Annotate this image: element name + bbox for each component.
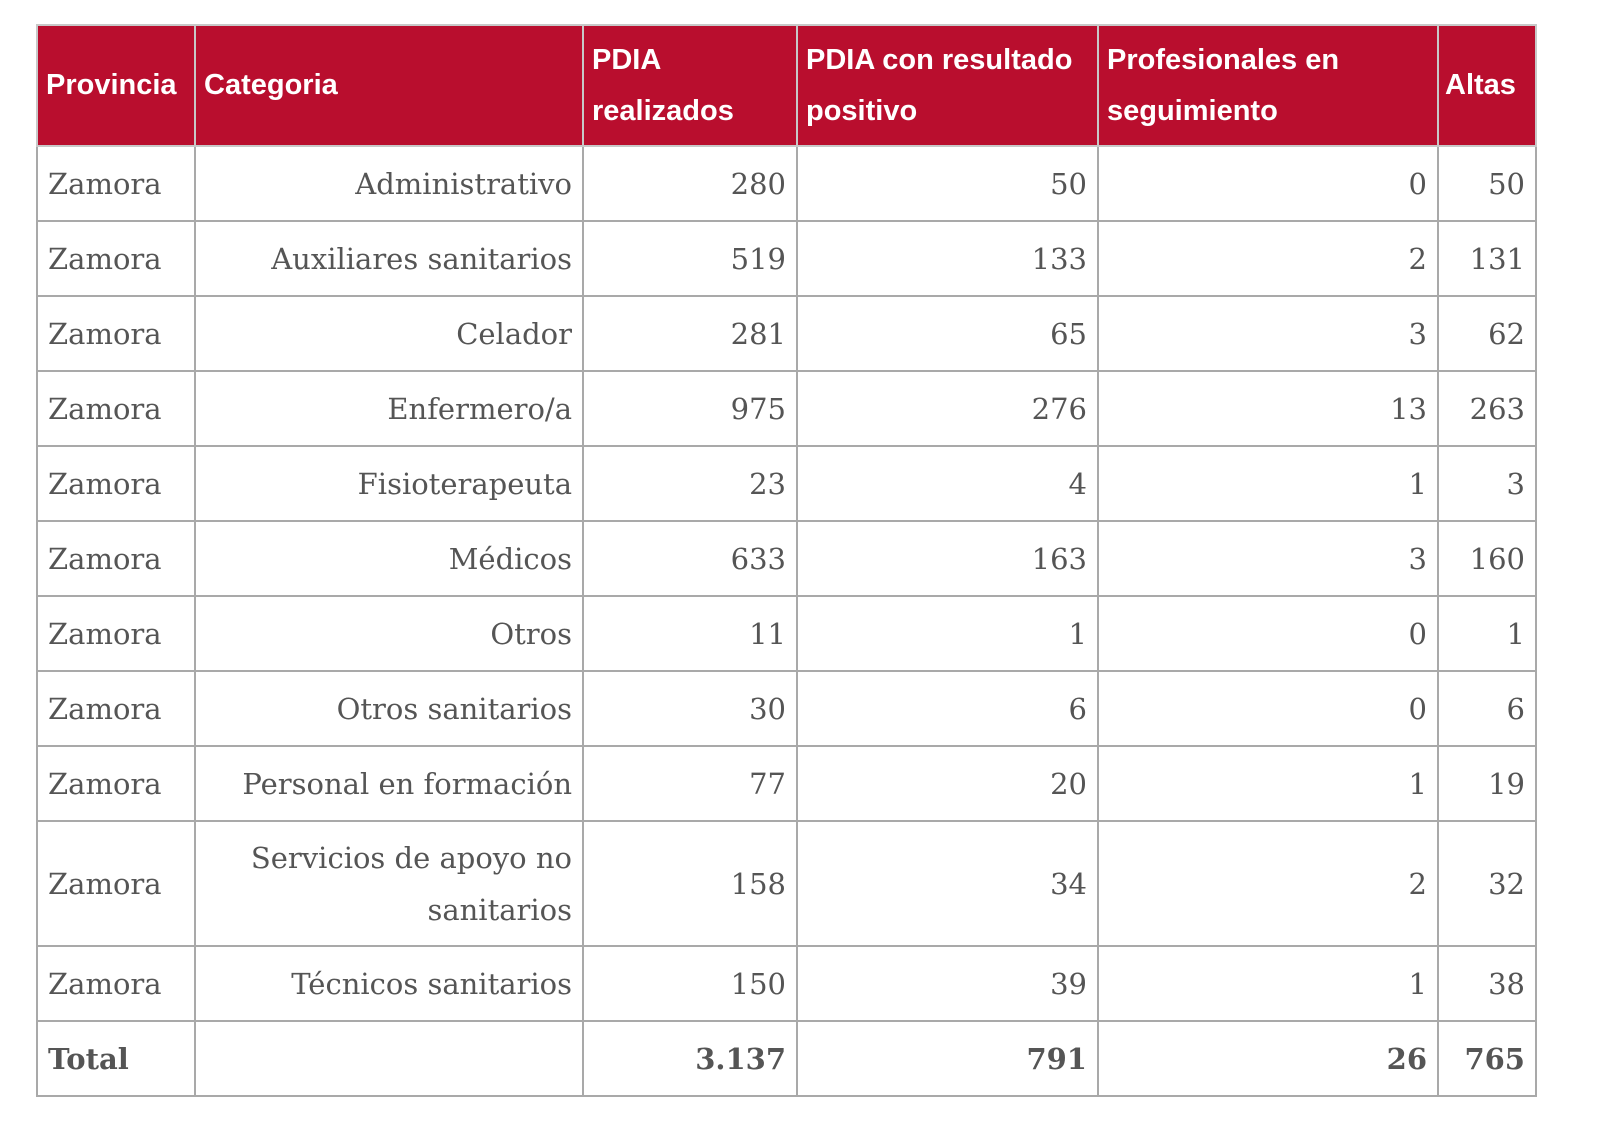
cell-pdia-realizados: 281	[582, 295, 798, 372]
table-row: Zamora Enfermero/a 975 276 13 263	[36, 370, 1537, 447]
cell-pdia-positivo: 276	[796, 370, 1099, 447]
cell-profesionales-seguimiento: 2	[1097, 820, 1439, 947]
column-header-provincia: Provincia	[36, 24, 196, 147]
cell-pdia-positivo: 1	[796, 595, 1099, 672]
table-row: Zamora Otros 11 1 0 1	[36, 595, 1537, 672]
cell-altas: 765	[1437, 1020, 1537, 1097]
cell-altas: 6	[1437, 670, 1537, 747]
cell-categoria: Fisioterapeuta	[194, 445, 584, 522]
cell-profesionales-seguimiento: 26	[1097, 1020, 1439, 1097]
cell-profesionales-seguimiento: 1	[1097, 445, 1439, 522]
cell-altas: 131	[1437, 220, 1537, 297]
cell-provincia: Zamora	[36, 145, 196, 222]
cell-categoria: Celador	[194, 295, 584, 372]
cell-categoria: Otros sanitarios	[194, 670, 584, 747]
cell-pdia-positivo: 4	[796, 445, 1099, 522]
cell-profesionales-seguimiento: 2	[1097, 220, 1439, 297]
table-row: Zamora Médicos 633 163 3 160	[36, 520, 1537, 597]
table-row: Zamora Fisioterapeuta 23 4 1 3	[36, 445, 1537, 522]
cell-altas: 50	[1437, 145, 1537, 222]
cell-altas: 1	[1437, 595, 1537, 672]
cell-provincia: Zamora	[36, 745, 196, 822]
cell-categoria	[194, 1020, 584, 1097]
cell-categoria: Personal en formación	[194, 745, 584, 822]
cell-pdia-positivo: 65	[796, 295, 1099, 372]
cell-provincia: Zamora	[36, 220, 196, 297]
data-table: Provincia Categoria PDIA realizados PDIA co…	[36, 24, 1537, 1097]
cell-pdia-positivo: 6	[796, 670, 1099, 747]
cell-altas: 263	[1437, 370, 1537, 447]
column-header-pdia-realizados: PDIA realizados	[582, 24, 798, 147]
column-header-altas: Altas	[1437, 24, 1537, 147]
cell-profesionales-seguimiento: 0	[1097, 595, 1439, 672]
cell-pdia-realizados: 77	[582, 745, 798, 822]
cell-altas: 32	[1437, 820, 1537, 947]
cell-pdia-positivo: 791	[796, 1020, 1099, 1097]
table-row: Zamora Auxiliares sanitarios 519 133 2 131	[36, 220, 1537, 297]
cell-pdia-realizados: 150	[582, 945, 798, 1022]
cell-categoria: Técnicos sanitarios	[194, 945, 584, 1022]
cell-categoria: Administrativo	[194, 145, 584, 222]
cell-pdia-positivo: 50	[796, 145, 1099, 222]
cell-altas: 160	[1437, 520, 1537, 597]
cell-profesionales-seguimiento: 0	[1097, 670, 1439, 747]
cell-pdia-realizados: 280	[582, 145, 798, 222]
table-row: Zamora Servicios de apoyo no sanitarios 15…	[36, 820, 1537, 947]
cell-profesionales-seguimiento: 0	[1097, 145, 1439, 222]
cell-altas: 38	[1437, 945, 1537, 1022]
cell-profesionales-seguimiento: 13	[1097, 370, 1439, 447]
cell-provincia: Zamora	[36, 370, 196, 447]
total-row: Total 3.137 791 26 765	[36, 1020, 1537, 1097]
cell-profesionales-seguimiento: 3	[1097, 295, 1439, 372]
table-row: Zamora Celador 281 65 3 62	[36, 295, 1537, 372]
cell-provincia: Zamora	[36, 820, 196, 947]
table-row: Zamora Técnicos sanitarios 150 39 1 38	[36, 945, 1537, 1022]
header-row: Provincia Categoria PDIA realizados PDIA co…	[36, 24, 1537, 147]
cell-categoria: Enfermero/a	[194, 370, 584, 447]
cell-pdia-realizados: 3.137	[582, 1020, 798, 1097]
cell-pdia-realizados: 11	[582, 595, 798, 672]
cell-categoria: Médicos	[194, 520, 584, 597]
cell-provincia: Zamora	[36, 295, 196, 372]
cell-pdia-positivo: 34	[796, 820, 1099, 947]
cell-pdia-realizados: 30	[582, 670, 798, 747]
cell-provincia: Total	[36, 1020, 196, 1097]
cell-profesionales-seguimiento: 3	[1097, 520, 1439, 597]
cell-altas: 19	[1437, 745, 1537, 822]
column-header-pdia-positivo: PDIA con resultado positivo	[796, 24, 1099, 147]
cell-categoria: Servicios de apoyo no sanitarios	[194, 820, 584, 947]
cell-altas: 62	[1437, 295, 1537, 372]
cell-pdia-positivo: 163	[796, 520, 1099, 597]
cell-pdia-realizados: 633	[582, 520, 798, 597]
cell-categoria: Auxiliares sanitarios	[194, 220, 584, 297]
cell-provincia: Zamora	[36, 445, 196, 522]
cell-categoria: Otros	[194, 595, 584, 672]
cell-altas: 3	[1437, 445, 1537, 522]
column-header-profesionales-seguimiento: Profesionales en seguimiento	[1097, 24, 1439, 147]
table-row: Zamora Otros sanitarios 30 6 0 6	[36, 670, 1537, 747]
cell-profesionales-seguimiento: 1	[1097, 945, 1439, 1022]
cell-pdia-positivo: 39	[796, 945, 1099, 1022]
cell-pdia-realizados: 975	[582, 370, 798, 447]
cell-provincia: Zamora	[36, 945, 196, 1022]
table-row: Zamora Personal en formación 77 20 1 19	[36, 745, 1537, 822]
cell-pdia-realizados: 158	[582, 820, 798, 947]
cell-provincia: Zamora	[36, 670, 196, 747]
table-row: Zamora Administrativo 280 50 0 50	[36, 145, 1537, 222]
cell-pdia-positivo: 20	[796, 745, 1099, 822]
column-header-categoria: Categoria	[194, 24, 584, 147]
cell-profesionales-seguimiento: 1	[1097, 745, 1439, 822]
cell-provincia: Zamora	[36, 595, 196, 672]
cell-provincia: Zamora	[36, 520, 196, 597]
cell-pdia-realizados: 519	[582, 220, 798, 297]
cell-pdia-realizados: 23	[582, 445, 798, 522]
cell-pdia-positivo: 133	[796, 220, 1099, 297]
